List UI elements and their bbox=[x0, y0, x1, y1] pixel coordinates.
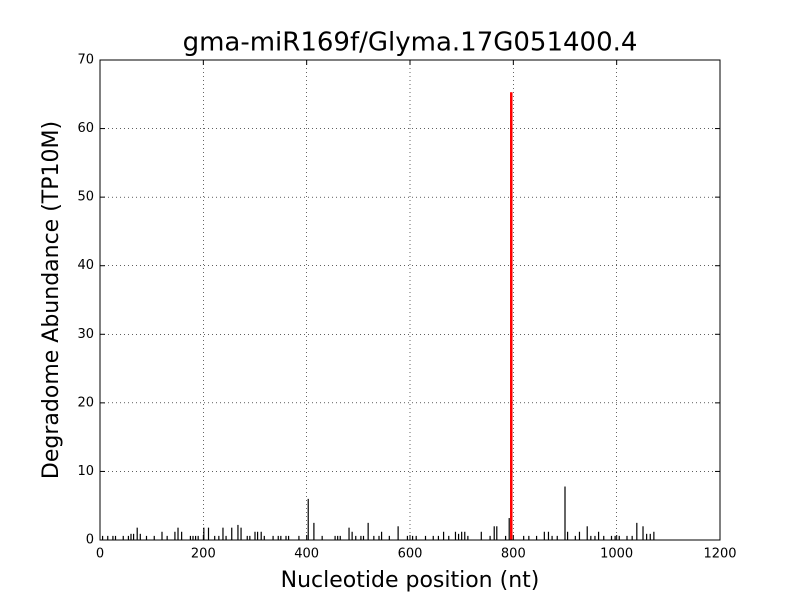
y-tick-label: 10 bbox=[77, 464, 94, 479]
plot-frame bbox=[99, 59, 721, 541]
y-tick-label: 20 bbox=[77, 395, 94, 410]
chart-title: gma-miR169f/Glyma.17G051400.4 bbox=[183, 28, 638, 58]
x-tick-label: 400 bbox=[294, 547, 319, 562]
x-tick-label: 600 bbox=[398, 547, 423, 562]
x-tick-label: 200 bbox=[191, 547, 216, 562]
y-tick-label: 70 bbox=[77, 53, 94, 68]
x-tick-label: 1000 bbox=[600, 547, 633, 562]
x-tick-label: 800 bbox=[501, 547, 526, 562]
x-tick-label: 1200 bbox=[703, 547, 736, 562]
y-tick-label: 40 bbox=[77, 258, 94, 273]
x-tick-label: 0 bbox=[96, 547, 104, 562]
y-tick-label: 30 bbox=[77, 327, 94, 342]
x-axis-label: Nucleotide position (nt) bbox=[281, 568, 540, 593]
y-tick-label: 50 bbox=[77, 190, 94, 205]
y-tick-label: 0 bbox=[86, 533, 94, 548]
y-tick-label: 60 bbox=[77, 121, 94, 136]
y-axis-label: Degradome Abundance (TP10M) bbox=[39, 121, 64, 479]
